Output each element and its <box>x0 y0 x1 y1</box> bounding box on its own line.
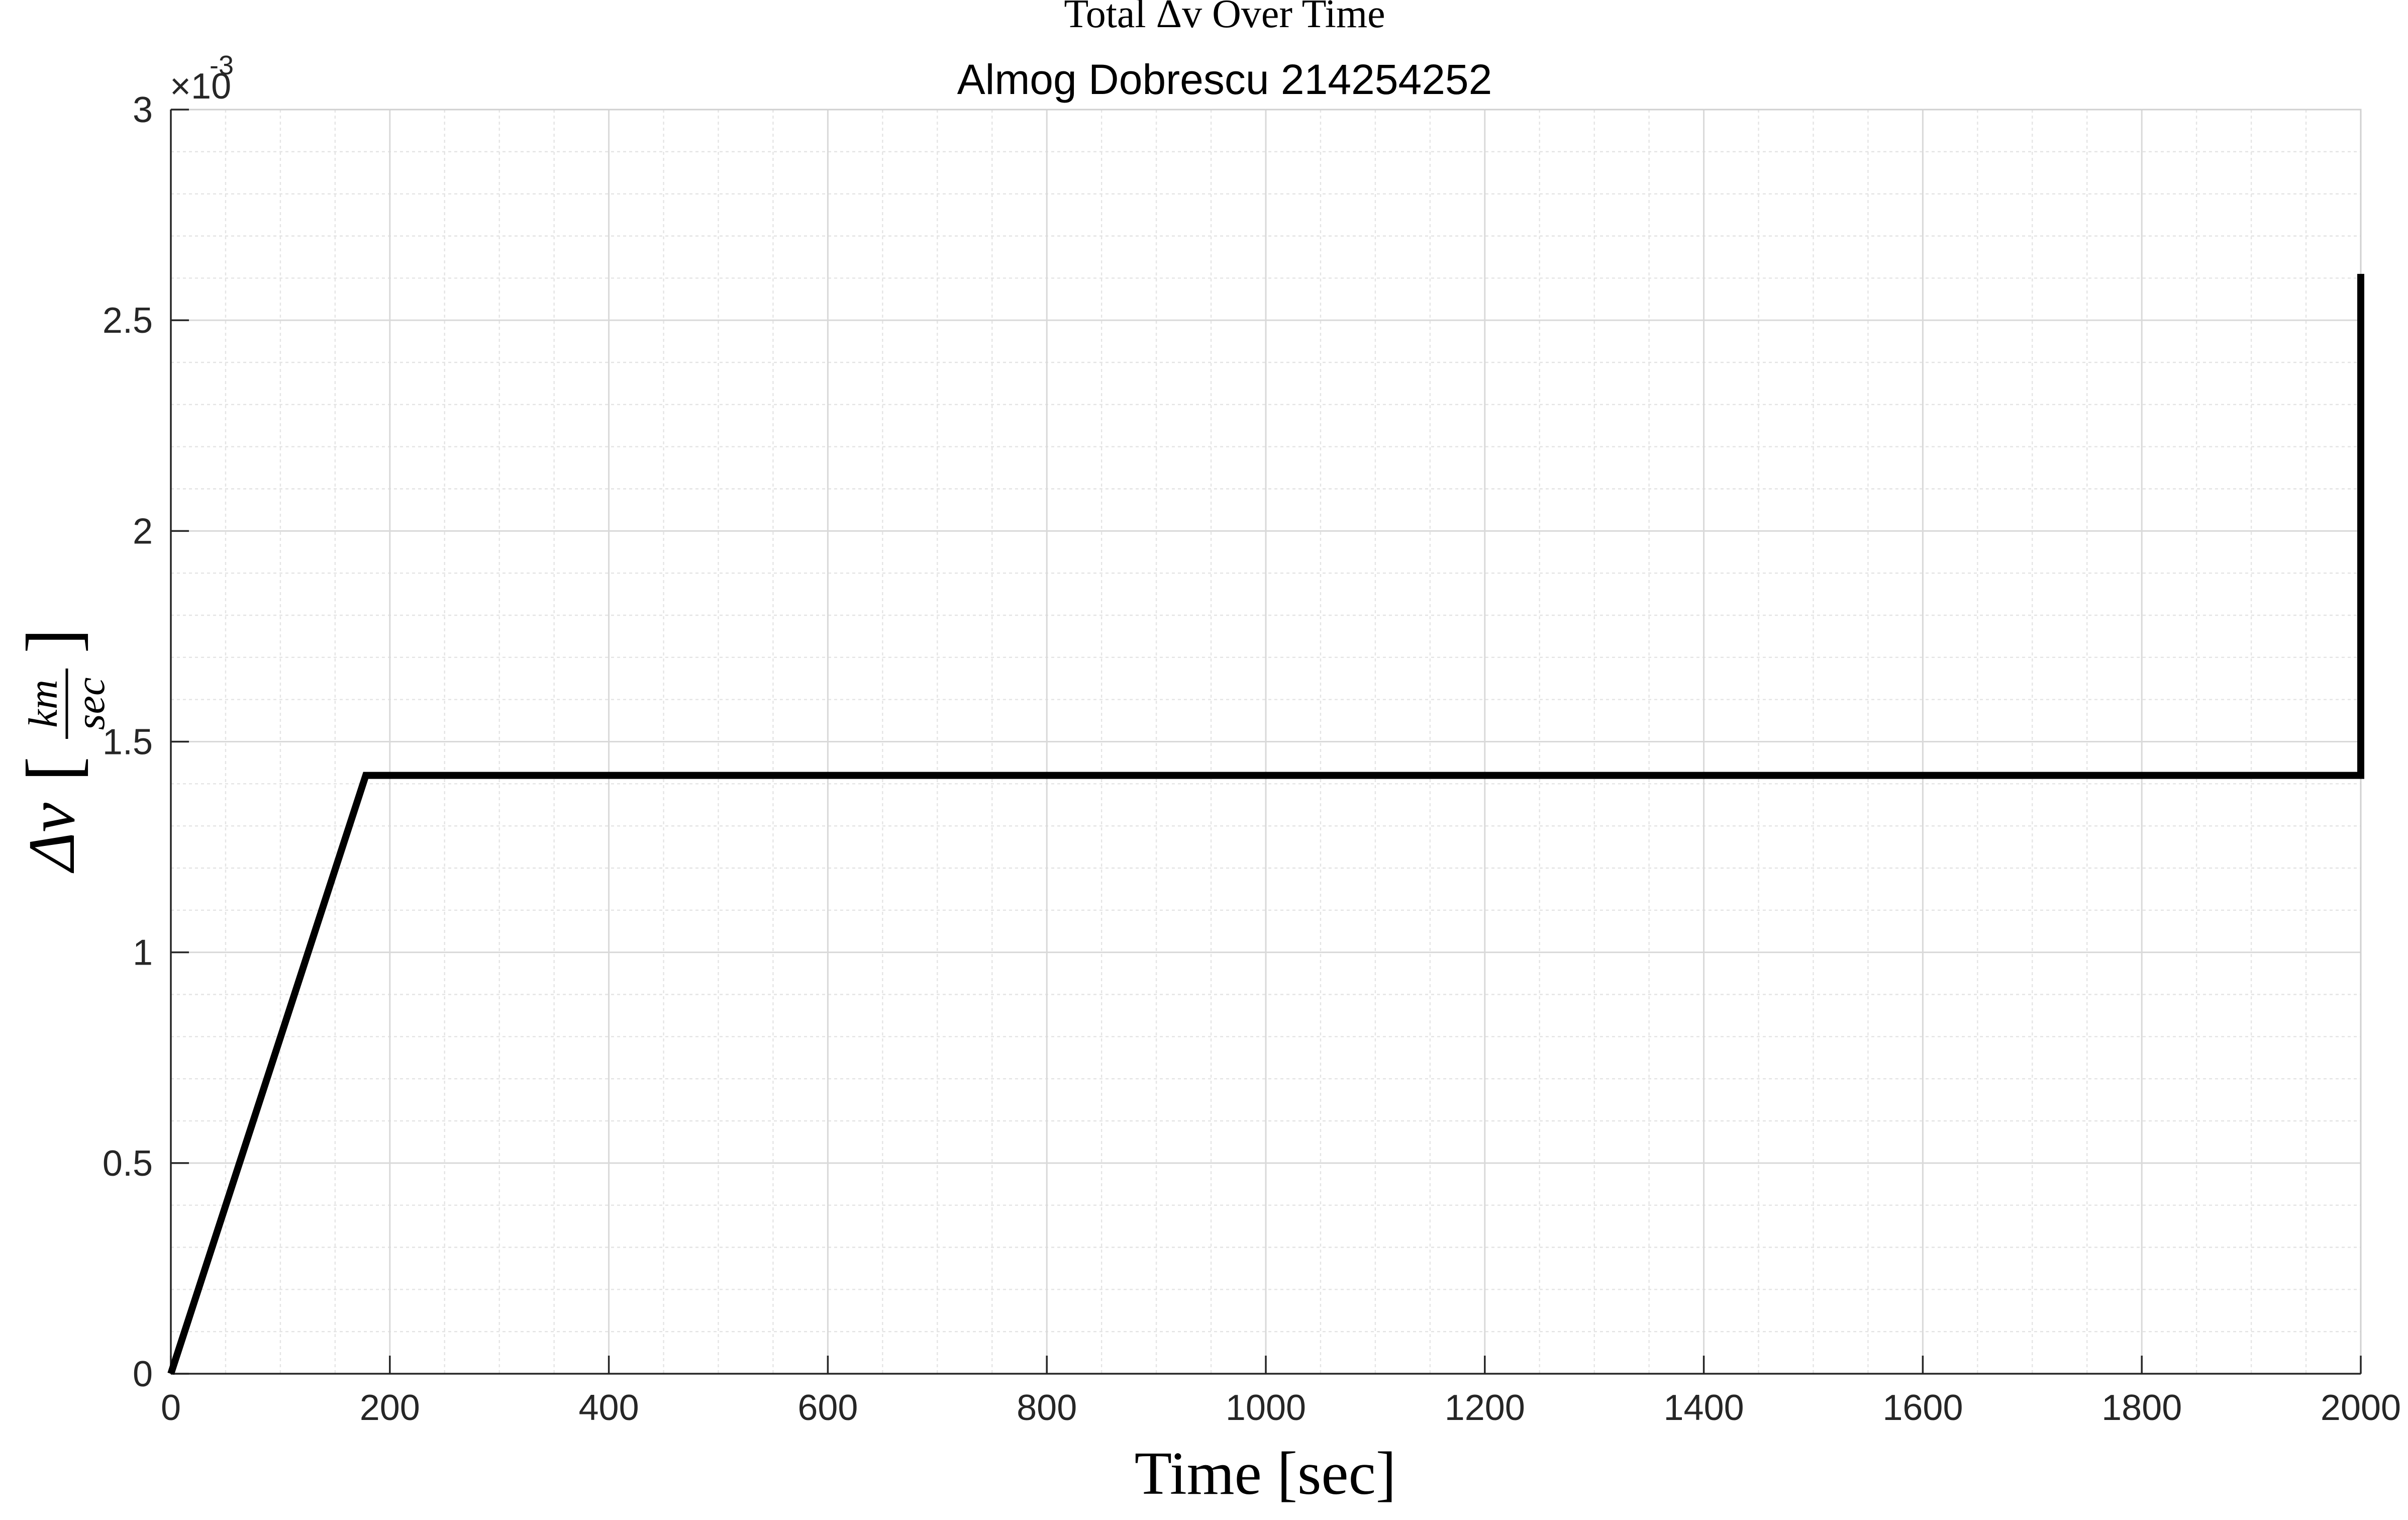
y-axis-label-bracket-right: ] <box>11 628 94 653</box>
y-tick-label: 0 <box>133 1354 153 1394</box>
x-tick-label: 1600 <box>1882 1388 1963 1428</box>
x-tick-label: 800 <box>1017 1388 1077 1428</box>
x-tick-label: 0 <box>161 1388 181 1428</box>
x-axis-label: Time [sec] <box>1135 1440 1396 1507</box>
x-tick-label: 400 <box>579 1388 639 1428</box>
y-tick-label: 1.5 <box>103 722 153 763</box>
y-exponent-power: -3 <box>210 50 234 80</box>
x-tick-label: 600 <box>797 1388 858 1428</box>
y-axis-label-numerator: km <box>20 680 66 728</box>
y-axis-label: Δv [ km sec ] <box>11 628 113 874</box>
y-exponent-base: ×10 <box>170 66 231 107</box>
x-tick-label: 200 <box>360 1388 420 1428</box>
y-tick-label: 2.5 <box>103 301 153 341</box>
series-layer <box>167 273 2364 1375</box>
x-tick-label: 1400 <box>1664 1388 1744 1428</box>
y-axis-ticks: 0 0.5 1 1.5 2 2.5 3 <box>103 90 189 1394</box>
y-tick-label: 3 <box>133 90 153 130</box>
y-tick-label: 1 <box>133 933 153 973</box>
y-axis-label-symbol: Δv <box>15 803 88 874</box>
x-tick-label: 1800 <box>2101 1388 2182 1428</box>
y-tick-label: 2 <box>133 511 153 551</box>
y-tick-label: 0.5 <box>103 1144 153 1184</box>
y-axis-label-denominator: sec <box>67 678 113 730</box>
y-axis-label-bracket-left: [ <box>11 756 94 782</box>
series-line-0 <box>167 273 2364 1375</box>
chart-subtitle: Almog Dobrescu 214254252 <box>957 56 1492 103</box>
chart-title: Total Δv Over Time <box>1064 0 1385 36</box>
x-tick-label: 1000 <box>1226 1388 1306 1428</box>
x-tick-label: 2000 <box>2321 1388 2401 1428</box>
x-tick-label: 1200 <box>1445 1388 1525 1428</box>
x-axis-ticks: 0 200 400 600 800 1000 1200 1400 1600 1800 2000 <box>161 1356 2401 1428</box>
